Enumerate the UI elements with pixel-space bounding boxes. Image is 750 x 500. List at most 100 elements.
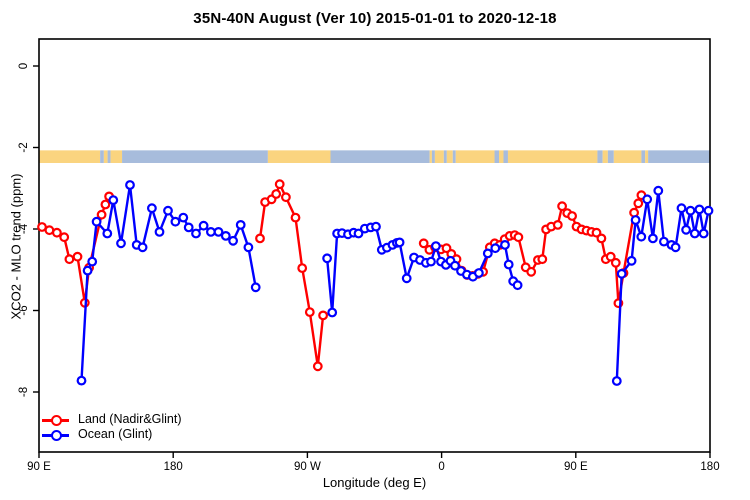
map-band-ocean-segment <box>597 150 603 163</box>
data-point-ocean <box>685 205 696 216</box>
data-point-ocean <box>611 376 622 386</box>
x-tick-label: 90 E <box>564 461 588 473</box>
y-tick-label: 0 <box>18 63 30 69</box>
data-point-land <box>610 257 621 268</box>
land-series-swatch <box>42 414 69 426</box>
data-point-land <box>274 179 285 190</box>
map-band-ocean-segment <box>494 150 500 163</box>
data-point-ocean <box>198 220 209 231</box>
data-point-ocean <box>102 228 113 239</box>
data-point-ocean <box>490 243 501 254</box>
data-point-ocean <box>108 195 119 206</box>
data-point-ocean <box>327 307 338 318</box>
data-point-ocean <box>125 180 135 190</box>
data-point-land <box>96 209 107 220</box>
x-tick-label: 180 <box>700 461 719 473</box>
data-point-land <box>567 211 577 221</box>
data-point-land <box>64 254 75 265</box>
data-point-ocean <box>636 231 647 242</box>
data-point-ocean <box>170 216 181 227</box>
data-point-ocean <box>659 236 669 247</box>
map-band-ocean-segment <box>641 150 646 163</box>
data-point-land <box>513 232 524 243</box>
data-point-ocean <box>353 228 364 239</box>
ocean-series-swatch <box>42 429 69 441</box>
map-band-ocean-segment <box>648 150 710 163</box>
data-point-ocean <box>626 255 637 266</box>
data-point-ocean <box>503 259 514 270</box>
data-point-ocean <box>653 185 664 196</box>
legend: Land (Nadir&Glint) Ocean (Glint) <box>42 412 182 442</box>
data-point-ocean <box>76 375 87 386</box>
y-tick-label: -2 <box>18 142 30 152</box>
data-point-ocean <box>137 242 148 253</box>
data-point-ocean <box>116 238 126 249</box>
map-band-ocean-segment <box>503 150 508 163</box>
data-point-land <box>281 192 291 203</box>
map-band-land-segment <box>434 150 444 163</box>
data-point-land <box>255 233 265 244</box>
data-point-ocean <box>648 233 658 244</box>
y-tick-label: -6 <box>18 305 30 315</box>
data-point-ocean <box>500 239 510 250</box>
x-tick-label: 0 <box>438 461 444 473</box>
data-point-land <box>271 189 282 199</box>
data-point-ocean <box>146 203 157 214</box>
data-point-land <box>59 232 70 243</box>
y-tick-label: -8 <box>18 387 30 397</box>
series-line-land <box>258 182 325 368</box>
data-point-ocean <box>394 237 405 248</box>
map-band-land-segment <box>39 150 101 163</box>
data-point-ocean <box>178 212 189 223</box>
data-point-ocean <box>482 248 493 259</box>
data-point-ocean <box>82 265 93 276</box>
map-band-land-segment <box>446 150 453 163</box>
y-axis-label: XCO2 - MLO trend (ppm) <box>8 173 24 320</box>
data-point-ocean <box>250 282 261 293</box>
data-point-land <box>297 263 308 274</box>
map-band-land-segment <box>455 150 495 163</box>
data-point-land <box>537 254 548 265</box>
data-point-ocean <box>154 226 165 237</box>
map-band-land-segment <box>267 150 331 163</box>
data-point-ocean <box>676 203 687 214</box>
data-point-ocean <box>191 228 201 239</box>
data-point-ocean <box>670 242 681 253</box>
map-band-land-segment <box>103 150 108 163</box>
data-point-ocean <box>205 226 216 237</box>
chart-title: 35N-40N August (Ver 10) 2015-01-01 to 20… <box>193 10 557 27</box>
data-point-ocean <box>163 205 173 216</box>
series-line-ocean <box>615 189 710 383</box>
data-point-ocean <box>474 268 484 278</box>
legend-label-ocean: Ocean (Glint) <box>78 427 153 441</box>
data-point-ocean <box>91 216 102 227</box>
data-point-ocean <box>426 256 436 267</box>
data-point-land <box>605 251 616 262</box>
data-point-land <box>52 227 62 238</box>
data-point-ocean <box>698 228 709 239</box>
data-point-ocean <box>401 273 412 284</box>
data-point-land <box>318 310 329 321</box>
map-band-ocean-segment <box>330 150 430 163</box>
data-point-land <box>100 199 111 210</box>
legend-item-ocean: Ocean (Glint) <box>42 427 182 442</box>
data-point-ocean <box>694 204 705 215</box>
map-band-ocean-segment <box>100 150 104 163</box>
data-point-ocean <box>703 205 714 216</box>
map-band-land-segment <box>602 150 608 163</box>
data-point-ocean <box>681 224 691 235</box>
data-point-ocean <box>450 260 460 271</box>
data-point-ocean <box>235 219 246 230</box>
plot-border <box>38 38 711 453</box>
data-point-ocean <box>87 256 98 267</box>
series-line-land <box>422 193 643 305</box>
map-band-ocean-segment <box>107 150 111 163</box>
data-point-ocean <box>243 242 254 253</box>
map-band-land-segment <box>507 150 598 163</box>
map-band-land-segment <box>429 150 432 163</box>
map-band-ocean-segment <box>122 150 268 163</box>
data-point-land <box>557 201 567 212</box>
data-point-ocean <box>431 241 441 252</box>
